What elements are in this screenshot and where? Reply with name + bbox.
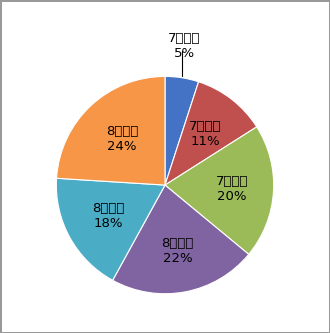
Text: 7月上旬
5%: 7月上旬 5% [168, 32, 201, 60]
Text: 7月中旬
11%: 7月中旬 11% [189, 120, 221, 148]
Wedge shape [165, 82, 257, 185]
Text: 8月中旬
18%: 8月中旬 18% [92, 202, 124, 230]
Wedge shape [56, 178, 165, 280]
Text: 8月下旬
24%: 8月下旬 24% [106, 125, 138, 153]
Wedge shape [165, 127, 274, 254]
Wedge shape [165, 76, 199, 185]
Text: 7月下旬
20%: 7月下旬 20% [216, 175, 248, 203]
Wedge shape [56, 76, 165, 185]
Text: 8月上旬
22%: 8月上旬 22% [161, 237, 194, 265]
Wedge shape [113, 185, 249, 294]
